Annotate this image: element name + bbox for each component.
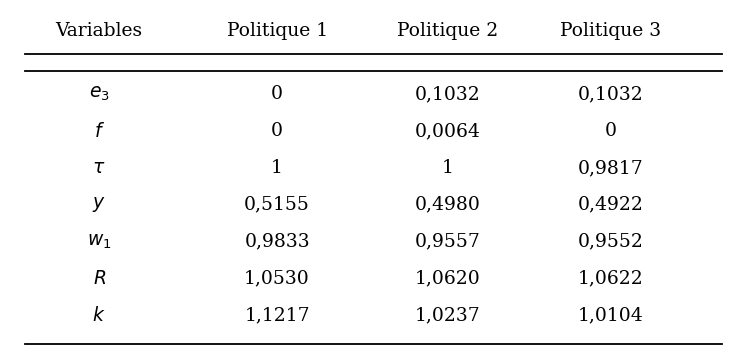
Text: $f$: $f$ [93, 121, 105, 141]
Text: 1: 1 [441, 159, 453, 177]
Text: 0,4980: 0,4980 [415, 196, 480, 214]
Text: 0,9552: 0,9552 [578, 233, 644, 251]
Text: 1,0237: 1,0237 [415, 307, 480, 325]
Text: 0,9833: 0,9833 [244, 233, 310, 251]
Text: 0,9817: 0,9817 [578, 159, 644, 177]
Text: 1,0622: 1,0622 [578, 270, 644, 288]
Text: 0,9557: 0,9557 [415, 233, 480, 251]
Text: 0,0064: 0,0064 [415, 122, 480, 140]
Text: $R$: $R$ [93, 270, 106, 288]
Text: 0,5155: 0,5155 [244, 196, 310, 214]
Text: 1,1217: 1,1217 [244, 307, 310, 325]
Text: Politique 2: Politique 2 [397, 22, 498, 40]
Text: $\tau$: $\tau$ [93, 159, 106, 177]
Text: 0,1032: 0,1032 [578, 85, 644, 103]
Text: 1: 1 [271, 159, 283, 177]
Text: 1,0620: 1,0620 [415, 270, 480, 288]
Text: $w_1$: $w_1$ [87, 233, 111, 251]
Text: $y$: $y$ [93, 195, 106, 214]
Text: 0,1032: 0,1032 [415, 85, 480, 103]
Text: Politique 3: Politique 3 [560, 22, 661, 40]
Text: 1,0530: 1,0530 [244, 270, 310, 288]
Text: 0: 0 [271, 85, 283, 103]
Text: 0,4922: 0,4922 [578, 196, 644, 214]
Text: 0: 0 [605, 122, 617, 140]
Text: 1,0104: 1,0104 [578, 307, 644, 325]
Text: Variables: Variables [55, 22, 143, 40]
Text: Politique 1: Politique 1 [226, 22, 328, 40]
Text: $k$: $k$ [93, 306, 106, 325]
Text: $e_3$: $e_3$ [89, 85, 110, 103]
Text: 0: 0 [271, 122, 283, 140]
